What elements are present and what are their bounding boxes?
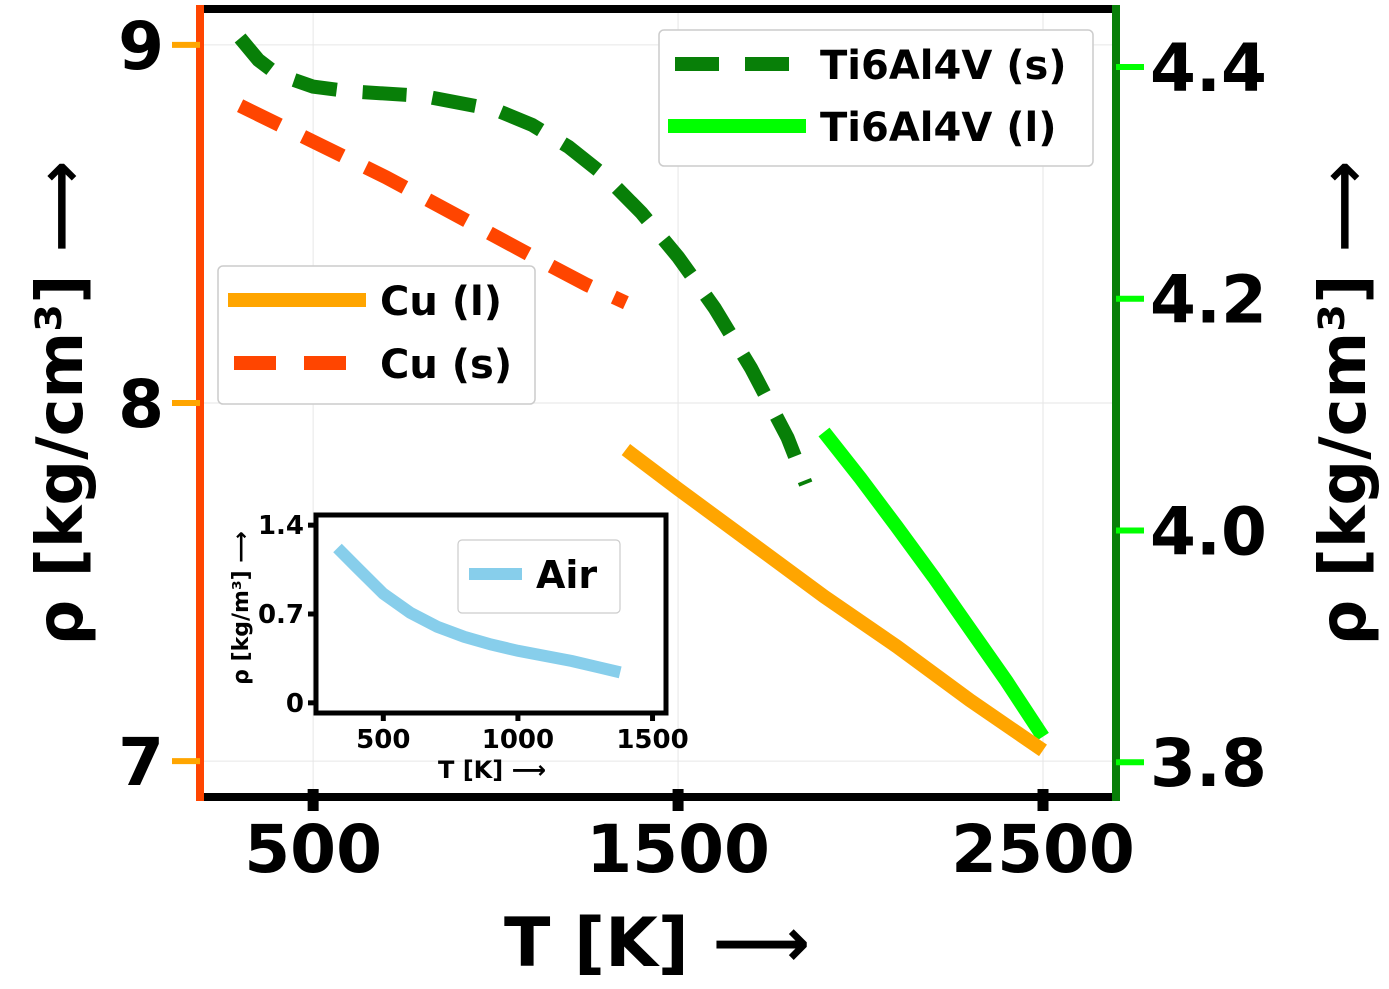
- legend-label-ti6al4v-l: Ti6Al4V (l): [820, 105, 1056, 151]
- x-tick-label-2500: 2500: [951, 811, 1135, 888]
- right-y-tick-label-4-0: 4.0: [1150, 493, 1267, 570]
- legend-ti6al4v: Ti6Al4V (s) Ti6Al4V (l): [658, 29, 1094, 167]
- inset-series-line-air: [333, 543, 622, 679]
- legend-air: Air: [457, 539, 621, 614]
- left-y-axis-label: ρ [kg/cm³] ⟶: [24, 160, 98, 645]
- x-tick-label-1500: 1500: [586, 811, 770, 888]
- legend-label-air: Air: [536, 553, 597, 597]
- inset-y-tick-label-0: 0: [286, 689, 304, 719]
- right-y-tick-label-3-8: 3.8: [1150, 725, 1267, 802]
- legend-air-frame: [457, 539, 621, 614]
- inset-air-plot: Air 500 1000 1500 0 0.7 1.4: [258, 511, 689, 755]
- right-y-tick-label-4-2: 4.2: [1150, 262, 1267, 339]
- legend-label-ti6al4v-s: Ti6Al4V (s): [820, 43, 1067, 89]
- x-tick-label-500: 500: [244, 811, 382, 888]
- inset-y-axis-label: ρ [kg/m³] ⟶: [229, 531, 254, 685]
- inset-x-tick-label-1500: 1500: [616, 725, 688, 755]
- inset-y-tick-label-0-7: 0.7: [258, 600, 304, 630]
- right-y-tick-label-4-4: 4.4: [1150, 30, 1267, 107]
- main-series-group: [234, 33, 1049, 757]
- left-y-tick-label-7: 7: [118, 724, 164, 801]
- series-line-cu-l: [621, 444, 1047, 757]
- series-line-cu-s: [237, 99, 629, 310]
- legend-label-cu-s: Cu (s): [380, 342, 512, 388]
- inset-x-tick-label-1000: 1000: [482, 725, 554, 755]
- series-line-ti6al4v-s: [234, 33, 813, 487]
- right-y-axis-label: ρ [kg/cm³] ⟶: [1307, 160, 1381, 645]
- inset-x-axis-label: T [K] ⟶: [438, 756, 546, 784]
- legend-cu: Cu (l) Cu (s): [217, 265, 536, 405]
- series-line-ti6al4v-l: [818, 427, 1049, 741]
- left-y-tick-label-9: 9: [118, 8, 164, 85]
- inset-series-group: [333, 543, 622, 679]
- x-axis-label: T [K] ⟶: [504, 904, 810, 983]
- inset-x-tick-label-500: 500: [356, 725, 410, 755]
- inset-ticks: 500 1000 1500 0 0.7 1.4: [258, 511, 689, 755]
- legend-label-cu-l: Cu (l): [380, 279, 502, 325]
- left-y-tick-label-8: 8: [118, 366, 164, 443]
- inset-y-tick-label-1-4: 1.4: [258, 511, 304, 541]
- main-ticks: 500 1500 2500 7 8 9 3.8 4.0 4.2 4.4: [118, 8, 1267, 888]
